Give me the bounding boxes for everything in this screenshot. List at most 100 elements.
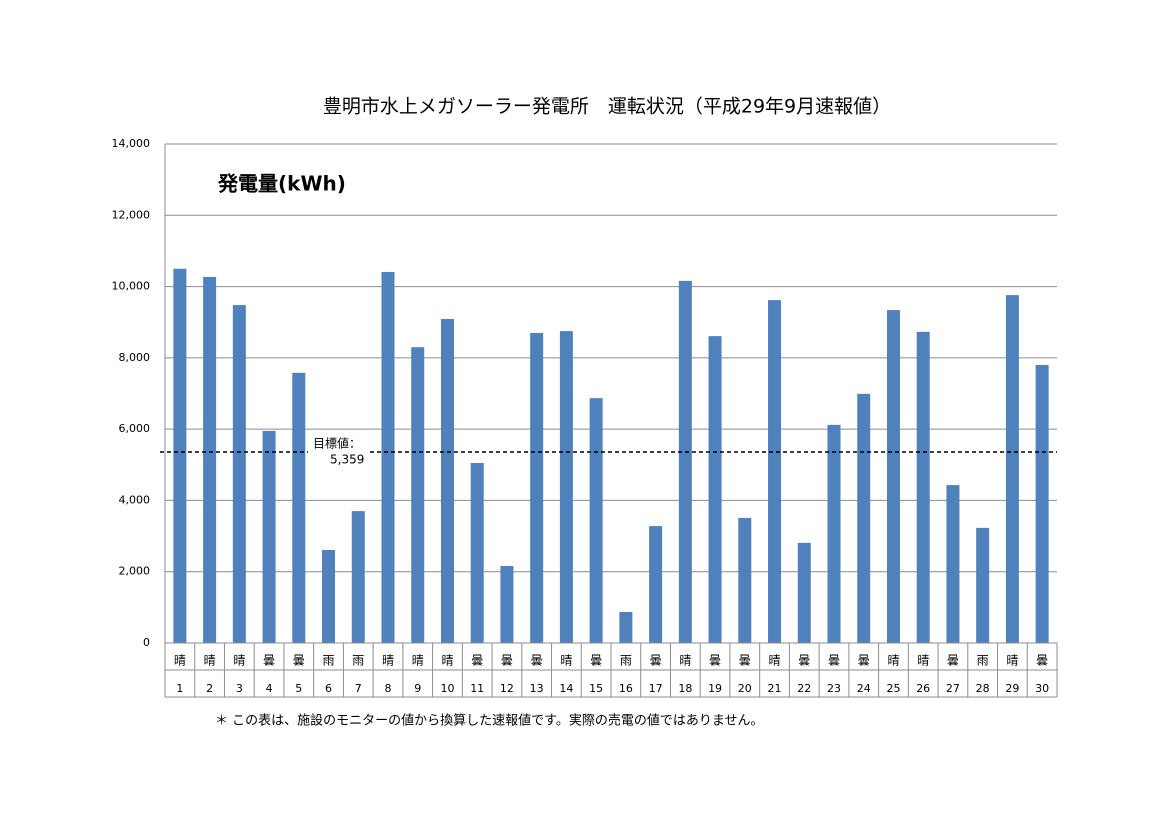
target-value-label: 5,359: [330, 452, 364, 466]
x-tick-label: 1: [176, 682, 183, 695]
bar: [530, 332, 544, 643]
bar: [173, 268, 187, 643]
x-tick-label: 22: [797, 682, 811, 695]
bar: [351, 511, 365, 643]
bar: [440, 319, 454, 643]
y-tick-label: 14,000: [112, 137, 151, 150]
x-tick-label: 6: [325, 682, 332, 695]
weather-label: 晴: [174, 654, 186, 668]
x-tick-label: 2: [206, 682, 213, 695]
weather-label: 雨: [323, 654, 335, 668]
weather-label: 曇: [709, 654, 721, 668]
x-tick-label: 16: [619, 682, 633, 695]
bar: [976, 527, 990, 643]
y-tick-label: 12,000: [112, 208, 151, 221]
x-tick-label: 20: [738, 682, 752, 695]
weather-label: 曇: [293, 654, 305, 668]
x-tick-label: 7: [355, 682, 362, 695]
x-tick-label: 18: [678, 682, 692, 695]
bar: [827, 424, 841, 643]
target-label: 目標値：: [313, 435, 361, 450]
weather-label: 晴: [917, 654, 929, 668]
bar: [589, 398, 603, 643]
weather-label: 晴: [560, 654, 572, 668]
bar: [203, 276, 217, 643]
bar: [500, 566, 514, 643]
x-tick-label: 23: [827, 682, 841, 695]
x-tick-label: 14: [559, 682, 573, 695]
weather-label: 曇: [947, 654, 959, 668]
bar: [886, 310, 900, 643]
bar: [381, 271, 395, 643]
bar: [857, 393, 871, 643]
x-tick-label: 9: [414, 682, 421, 695]
x-tick-label: 12: [500, 682, 514, 695]
weather-label: 曇: [501, 654, 513, 668]
weather-label: 雨: [620, 654, 632, 668]
bar: [559, 331, 573, 643]
weather-label: 曇: [471, 654, 483, 668]
weather-label: 曇: [739, 654, 751, 668]
bar: [322, 549, 336, 643]
x-tick-label: 28: [976, 682, 990, 695]
bar: [916, 331, 930, 643]
x-tick-label: 17: [649, 682, 663, 695]
bar: [470, 463, 484, 643]
weather-label: 晴: [679, 654, 691, 668]
x-tick-label: 11: [470, 682, 484, 695]
weather-label: 曇: [263, 654, 275, 668]
x-tick-label: 25: [886, 682, 900, 695]
footnote: ＊ この表は、施設のモニターの値から換算した速報値です。実際の売電の値ではありま…: [215, 713, 763, 729]
bar: [1005, 295, 1019, 643]
y-tick-label: 2,000: [119, 565, 151, 578]
bar: [292, 372, 306, 643]
chart-subtitle: 発電量(kWh): [217, 172, 346, 196]
x-tick-label: 29: [1005, 682, 1019, 695]
weather-label: 晴: [887, 654, 899, 668]
bar: [738, 517, 752, 643]
weather-label: 晴: [412, 654, 424, 668]
bar: [946, 485, 960, 643]
weather-label: 晴: [769, 654, 781, 668]
weather-label: 晴: [204, 654, 216, 668]
weather-label: 曇: [531, 654, 543, 668]
weather-label: 雨: [352, 654, 364, 668]
x-tick-label: 8: [385, 682, 392, 695]
x-tick-label: 19: [708, 682, 722, 695]
x-tick-label: 3: [236, 682, 243, 695]
weather-label: 曇: [828, 654, 840, 668]
x-tick-label: 15: [589, 682, 603, 695]
y-tick-label: 4,000: [119, 493, 151, 506]
bar: [262, 430, 276, 643]
weather-label: 晴: [233, 654, 245, 668]
weather-label: 曇: [590, 654, 602, 668]
x-tick-label: 21: [768, 682, 782, 695]
x-tick-label: 27: [946, 682, 960, 695]
weather-label: 晴: [1006, 654, 1018, 668]
weather-label: 曇: [858, 654, 870, 668]
x-tick-label: 26: [916, 682, 930, 695]
y-tick-label: 10,000: [112, 280, 151, 293]
weather-label: 晴: [441, 654, 453, 668]
bar: [619, 611, 633, 643]
weather-label: 曇: [798, 654, 810, 668]
x-tick-label: 24: [857, 682, 871, 695]
x-tick-label: 10: [440, 682, 454, 695]
bar: [708, 336, 722, 643]
y-tick-label: 0: [143, 636, 150, 649]
bar: [678, 280, 692, 643]
x-tick-label: 5: [295, 682, 302, 695]
bar: [232, 305, 246, 643]
bar: [1035, 364, 1049, 643]
weather-label: 曇: [1036, 654, 1048, 668]
x-tick-label: 4: [266, 682, 273, 695]
bar: [768, 300, 782, 643]
bar: [649, 526, 663, 643]
bar: [797, 542, 811, 643]
y-tick-label: 6,000: [119, 422, 151, 435]
target-label-bg: [308, 435, 368, 466]
weather-label: 晴: [382, 654, 394, 668]
chart-title: 豊明市水上メガソーラー発電所 運転状況（平成29年9月速報値）: [323, 96, 891, 118]
x-tick-label: 13: [530, 682, 544, 695]
